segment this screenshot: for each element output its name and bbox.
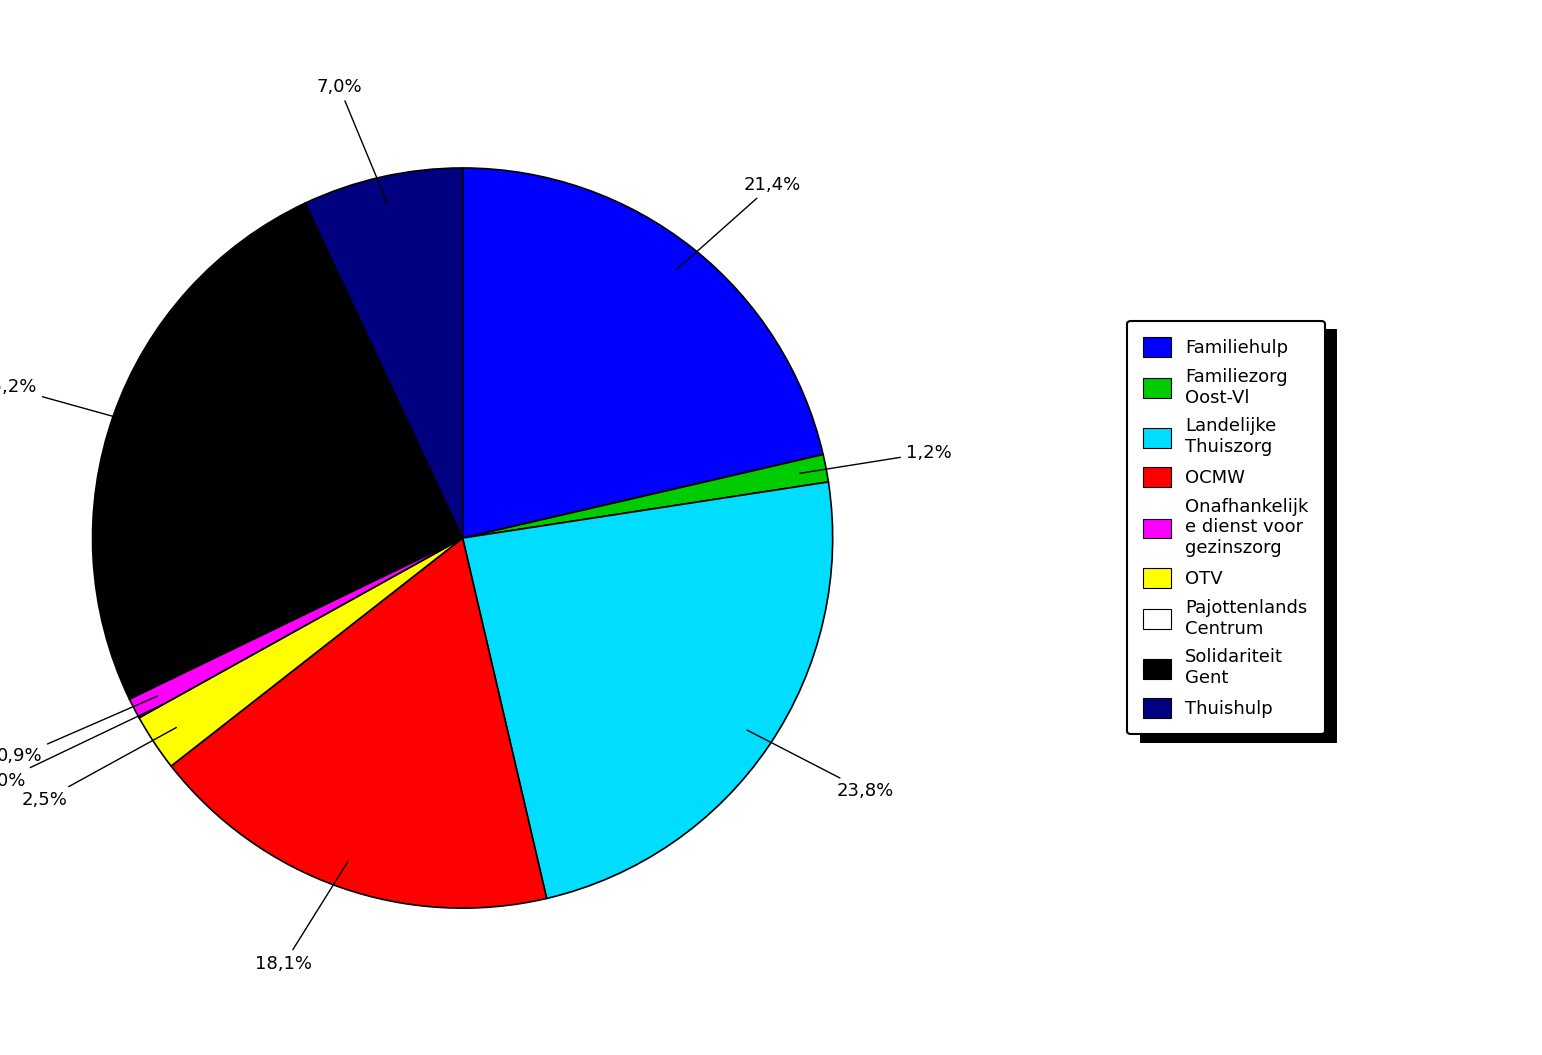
Text: 2,5%: 2,5% bbox=[22, 728, 176, 809]
Legend: Familiehulp, Familiezorg
Oost-Vl, Landelijke
Thuiszorg, OCMW, Onafhankelijk
e di: Familiehulp, Familiezorg Oost-Vl, Landel… bbox=[1127, 321, 1325, 734]
Text: 0,0%: 0,0% bbox=[0, 705, 162, 789]
Wedge shape bbox=[139, 538, 463, 766]
Wedge shape bbox=[139, 538, 463, 717]
Text: 21,4%: 21,4% bbox=[677, 175, 800, 270]
Wedge shape bbox=[305, 168, 463, 538]
Wedge shape bbox=[463, 482, 833, 899]
Wedge shape bbox=[93, 204, 463, 699]
Wedge shape bbox=[463, 455, 828, 538]
Text: 0,9%: 0,9% bbox=[0, 696, 157, 765]
Text: 18,1%: 18,1% bbox=[256, 862, 348, 973]
Wedge shape bbox=[171, 538, 547, 908]
Text: 25,2%: 25,2% bbox=[0, 379, 139, 424]
Text: 1,2%: 1,2% bbox=[800, 444, 951, 474]
Wedge shape bbox=[130, 538, 463, 717]
Text: 7,0%: 7,0% bbox=[316, 78, 387, 204]
Wedge shape bbox=[463, 168, 823, 538]
Text: 23,8%: 23,8% bbox=[746, 730, 894, 800]
